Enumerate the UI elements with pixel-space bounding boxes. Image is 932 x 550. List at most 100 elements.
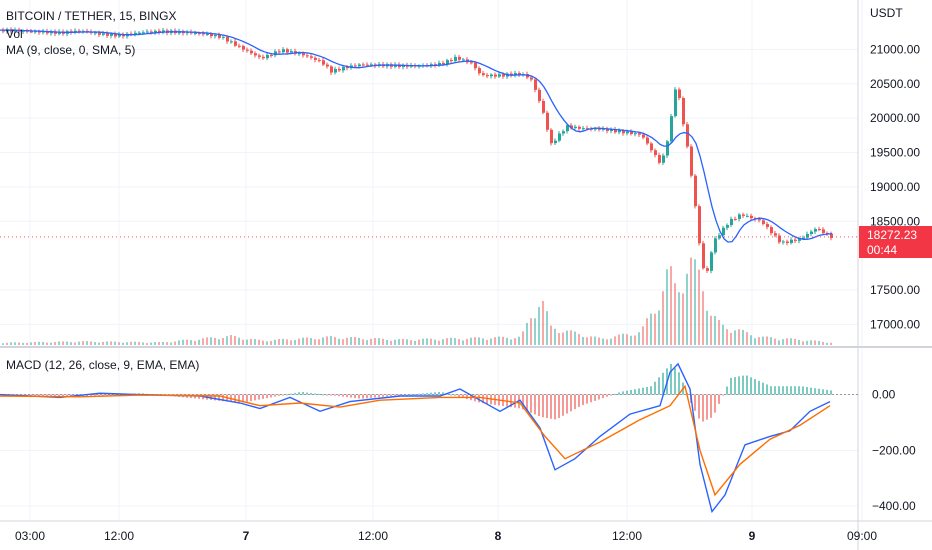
macd-histogram-bar (590, 394, 592, 403)
volume-bar (654, 313, 656, 345)
macd-histogram-bar (458, 394, 460, 397)
macd-histogram-bar (750, 377, 752, 395)
macd-histogram-bar (86, 394, 88, 397)
candle (22, 30, 25, 32)
candle (722, 227, 725, 236)
macd-histogram-bar (538, 394, 540, 417)
macd-histogram-bar (278, 394, 280, 396)
volume-bar (250, 338, 252, 345)
ma-label[interactable]: MA (9, close, 0, SMA, 5) (6, 43, 136, 57)
macd-histogram-bar (714, 394, 716, 413)
macd-histogram-bar (766, 384, 768, 395)
candle (262, 56, 265, 59)
candle (458, 56, 461, 60)
candle (730, 218, 733, 226)
volume-bar (486, 339, 488, 345)
volume-bar (202, 338, 204, 345)
volume-bar (474, 337, 476, 345)
candle (46, 31, 49, 34)
macd-histogram-bar (650, 386, 652, 395)
price-tick-label: 20500.00 (870, 77, 920, 91)
candle (250, 50, 253, 54)
volume-bar (182, 339, 184, 345)
macd-histogram-bar (622, 391, 624, 395)
volume-bar (398, 339, 400, 345)
volume-bar (298, 338, 300, 345)
volume-bar (442, 339, 444, 345)
volume-bar (498, 336, 500, 345)
macd-histogram-bar (262, 394, 264, 399)
volume-bar (534, 318, 536, 345)
macd-histogram-bar (830, 390, 832, 395)
volume-bar (226, 336, 228, 345)
macd-histogram-bar (426, 393, 428, 395)
volume-bar (666, 269, 668, 345)
volume-bar (194, 340, 196, 345)
volume-bar (150, 342, 152, 345)
macd-histogram-bar (654, 381, 656, 395)
volume-bar (490, 338, 492, 345)
volume-bar (74, 342, 76, 345)
volume-bar (782, 339, 784, 345)
ma-line (0, 29, 833, 243)
candle (610, 129, 613, 132)
candle (586, 128, 589, 130)
macd-label[interactable]: MACD (12, 26, close, 9, EMA, EMA) (6, 358, 200, 372)
candle (134, 32, 137, 35)
candle (562, 131, 565, 134)
candle (538, 89, 541, 101)
candle (654, 150, 657, 156)
volume-bar (598, 337, 600, 345)
macd-tick-label: −400.00 (872, 499, 916, 513)
candle (666, 141, 669, 156)
macd-histogram-bar (794, 386, 796, 395)
bar-countdown: 00:44 (867, 243, 898, 257)
macd-histogram-bar (462, 394, 464, 398)
macd-histogram-bar (702, 394, 704, 422)
volume-bar (190, 340, 192, 345)
volume-bar (758, 337, 760, 345)
volume-bar (390, 340, 392, 345)
macd-histogram-bar (774, 386, 776, 395)
volume-bar (274, 339, 276, 345)
candle (474, 62, 477, 69)
volume-bar (702, 291, 704, 345)
volume-bar (450, 337, 452, 345)
volume-bar (590, 336, 592, 345)
macd-histogram-bar (98, 394, 100, 396)
macd-histogram-bar (514, 394, 516, 408)
volume-bar (238, 337, 240, 345)
volume-bar (538, 306, 540, 345)
currency-label[interactable]: USDT (870, 6, 903, 20)
volume-bar (94, 342, 96, 345)
candle (634, 133, 637, 135)
macd-histogram-bar (722, 394, 724, 396)
volume-bar (718, 320, 720, 345)
volume-bar (302, 337, 304, 345)
last-price-tag: 18272.23 00:44 (859, 226, 932, 258)
candle (630, 131, 633, 135)
volume-bar (554, 328, 556, 345)
time-tick-label: 8 (495, 529, 502, 543)
candle (794, 239, 797, 241)
macd-histogram-bar (442, 392, 444, 395)
macd-histogram-bar (430, 392, 432, 395)
candle (346, 66, 349, 69)
volume-bar (790, 338, 792, 345)
candle (450, 60, 453, 62)
volume-bar (266, 341, 268, 345)
volume-bar (134, 341, 136, 345)
candle (486, 75, 489, 77)
volume-label[interactable]: Vol (6, 27, 23, 41)
candle (234, 41, 237, 46)
volume-bar (170, 342, 172, 345)
symbol-title[interactable]: BITCOIN / TETHER, 15, BINGX (6, 9, 177, 23)
candle (502, 74, 505, 77)
candle (366, 64, 369, 66)
macd-histogram-bar (578, 394, 580, 407)
time-tick-label: 12:00 (612, 529, 642, 543)
macd-histogram-bar (550, 394, 552, 419)
volume-bar (18, 342, 20, 345)
macd-histogram-bar (354, 394, 356, 399)
